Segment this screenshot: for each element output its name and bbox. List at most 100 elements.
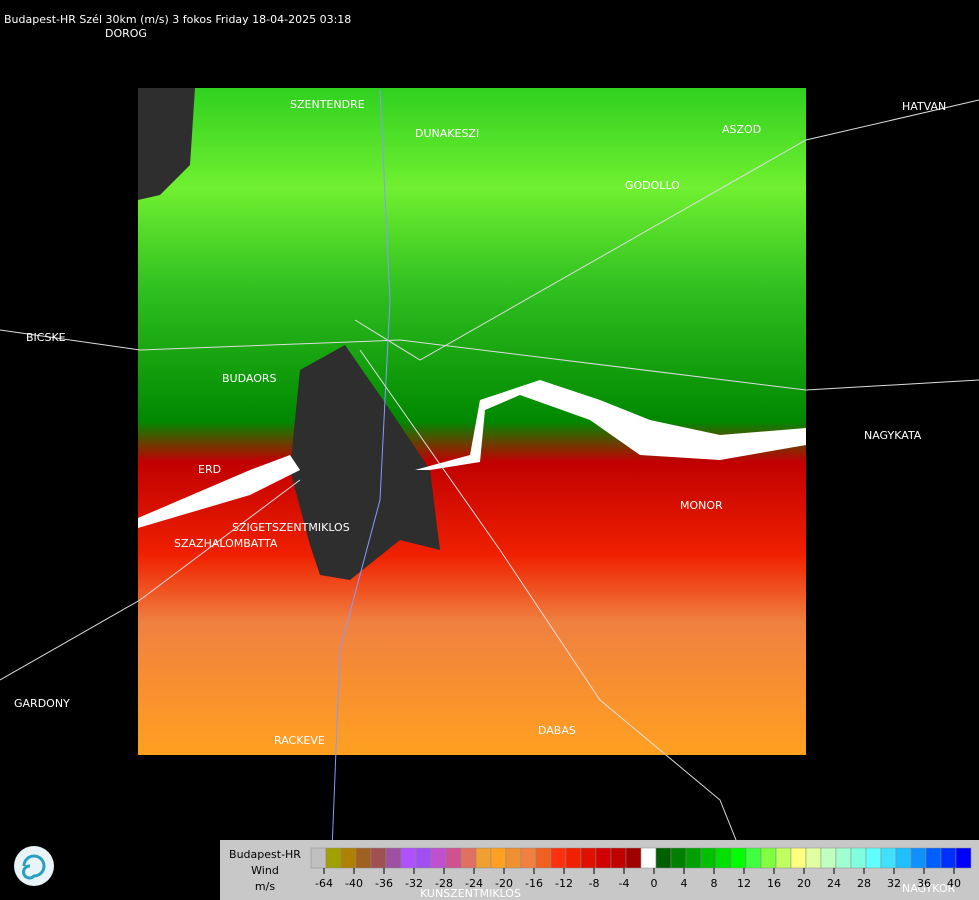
legend-tick-label: -32 <box>405 877 423 890</box>
road <box>359 349 761 900</box>
logo <box>14 846 54 886</box>
place-label: HATVAN <box>902 100 946 113</box>
legend-swatch <box>895 847 912 869</box>
legend-swatch <box>370 847 387 869</box>
legend-quantity: Wind <box>251 864 279 877</box>
legend-tick-label: -64 <box>315 877 333 890</box>
legend-tick-label: 24 <box>827 877 841 890</box>
legend-tick-label: -4 <box>619 877 630 890</box>
legend-tick-label: -16 <box>525 877 543 890</box>
legend-swatch <box>505 847 522 869</box>
legend-swatch <box>355 847 372 869</box>
place-label: MONOR <box>680 499 723 512</box>
legend-swatch <box>445 847 462 869</box>
place-label: GARDONY <box>14 697 70 710</box>
legend-tick-label: 0 <box>651 877 658 890</box>
legend-swatch <box>595 847 612 869</box>
place-label: DABAS <box>538 724 576 737</box>
place-label: SZIGETSZENTMIKLOS <box>232 521 350 534</box>
legend-tick-label: -36 <box>375 877 393 890</box>
river <box>329 89 391 900</box>
legend-swatch <box>775 847 792 869</box>
legend-swatch <box>535 847 552 869</box>
legend-title: Budapest-HR <box>229 848 301 861</box>
legend-swatch <box>580 847 597 869</box>
place-label: ERD <box>198 463 221 476</box>
legend-swatch <box>325 847 342 869</box>
no-data <box>138 88 195 200</box>
legend-swatch <box>655 847 672 869</box>
zero-band <box>415 380 806 470</box>
legend-tick-label: -40 <box>345 877 363 890</box>
legend-swatch <box>520 847 537 869</box>
legend-tick-label: 20 <box>797 877 811 890</box>
legend-tick-label: -12 <box>555 877 573 890</box>
legend-swatch <box>730 847 747 869</box>
legend-swatch <box>910 847 927 869</box>
legend-swatch <box>820 847 837 869</box>
legend-swatch <box>550 847 567 869</box>
legend-tick-label: 28 <box>857 877 871 890</box>
legend-swatch <box>760 847 777 869</box>
place-label: BICSKE <box>26 331 66 344</box>
place-label: KUNSZENTMIKLOS <box>420 887 521 900</box>
legend-tick-label: 4 <box>681 877 688 890</box>
legend-swatch <box>490 847 507 869</box>
legend-unit: m/s <box>255 880 275 893</box>
legend-tick-label: 16 <box>767 877 781 890</box>
radar-area <box>138 88 806 755</box>
place-label: NAGYKATA <box>864 429 922 442</box>
legend-swatch <box>745 847 762 869</box>
legend-swatch <box>805 847 822 869</box>
legend-swatch <box>865 847 882 869</box>
legend-tick-label: 8 <box>711 877 718 890</box>
legend-swatch <box>415 847 432 869</box>
legend-tick-label: 32 <box>887 877 901 890</box>
legend-swatch <box>925 847 942 869</box>
zero-band <box>138 455 300 528</box>
legend-swatch <box>880 847 897 869</box>
legend-swatch <box>400 847 417 869</box>
legend-tick-label: -24 <box>465 877 483 890</box>
place-label: BUDAORS <box>222 372 277 385</box>
legend-swatch <box>790 847 807 869</box>
logo-mark <box>22 854 46 880</box>
legend-swatch <box>625 847 642 869</box>
legend-swatch <box>835 847 852 869</box>
road <box>0 329 979 391</box>
map-title: Budapest-HR Szél 30km (m/s) 3 fokos Frid… <box>4 13 351 26</box>
legend-swatch <box>565 847 582 869</box>
place-label: DUNAKESZI <box>415 127 479 140</box>
legend-tick-label: 40 <box>947 877 961 890</box>
legend-swatch <box>850 847 867 869</box>
legend-swatch <box>310 847 327 869</box>
no-data <box>290 345 440 580</box>
legend-swatch <box>340 847 357 869</box>
legend-swatch <box>610 847 627 869</box>
legend-tick-label: -28 <box>435 877 453 890</box>
place-label: SZENTENDRE <box>290 98 365 111</box>
legend-swatch <box>430 847 447 869</box>
legend-tick-label: -8 <box>589 877 600 890</box>
road <box>0 479 301 681</box>
legend-swatch <box>685 847 702 869</box>
place-label: DOROG <box>105 27 147 40</box>
legend-swatch <box>475 847 492 869</box>
legend-swatch <box>700 847 717 869</box>
legend-tick-label: 12 <box>737 877 751 890</box>
place-label: GODOLLO <box>625 179 680 192</box>
legend-swatch <box>940 847 957 869</box>
place-label: NAGYKOR <box>902 882 956 895</box>
legend-swatch <box>670 847 687 869</box>
place-label: ASZOD <box>722 123 761 136</box>
legend-swatch <box>385 847 402 869</box>
legend-tick-label: -20 <box>495 877 513 890</box>
legend-swatch <box>715 847 732 869</box>
place-label: SZAZHALOMBATTA <box>174 537 278 550</box>
legend-swatch <box>460 847 477 869</box>
place-label: RACKEVE <box>274 734 325 747</box>
legend-tick-label: 36 <box>917 877 931 890</box>
legend-swatch <box>640 847 657 869</box>
